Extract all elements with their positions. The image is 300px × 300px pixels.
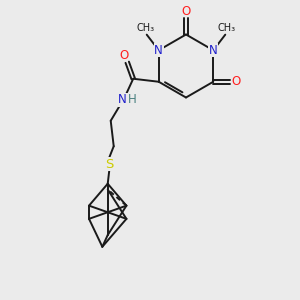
Text: H: H xyxy=(128,93,137,106)
Text: O: O xyxy=(182,5,190,18)
Text: N: N xyxy=(118,93,127,106)
Text: N: N xyxy=(209,44,218,57)
Text: O: O xyxy=(120,49,129,62)
Text: CH₃: CH₃ xyxy=(218,23,236,33)
Text: CH₃: CH₃ xyxy=(136,23,154,33)
Text: N: N xyxy=(154,44,163,57)
Text: O: O xyxy=(232,75,241,88)
Text: S: S xyxy=(105,158,113,171)
